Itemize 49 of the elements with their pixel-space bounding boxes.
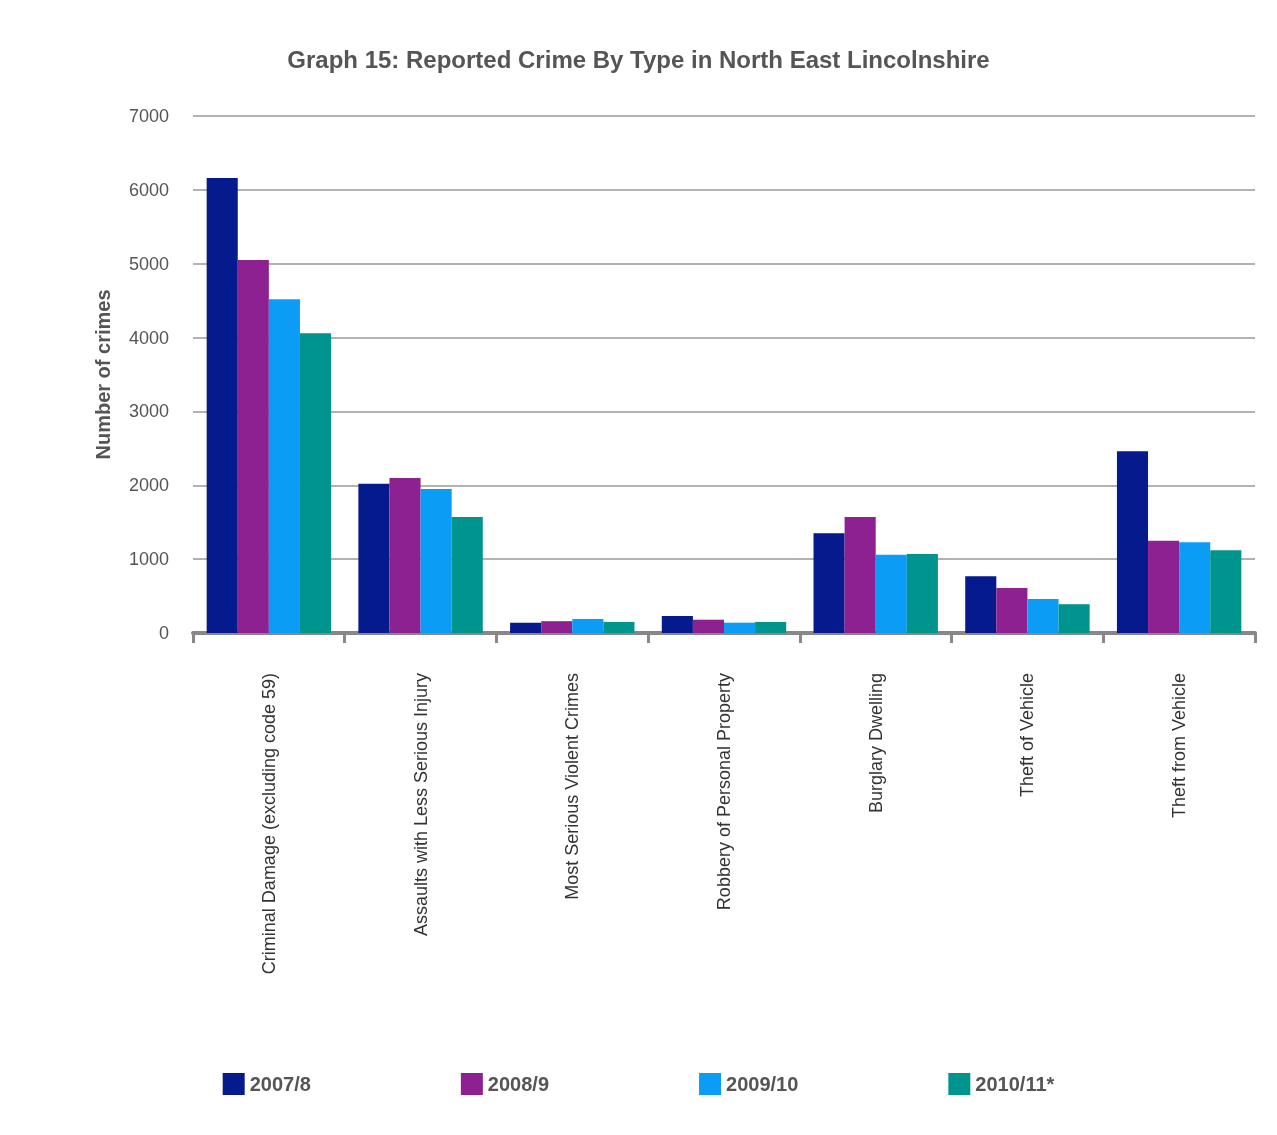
- bar: [844, 517, 876, 633]
- bar: [572, 618, 604, 633]
- bar: [541, 621, 573, 633]
- bar: [420, 488, 452, 633]
- bar: [1027, 599, 1059, 633]
- y-tick-label: 7000: [128, 106, 169, 126]
- bar: [451, 517, 483, 633]
- y-tick-label: 5000: [128, 253, 169, 274]
- y-tick-label: 3000: [128, 401, 169, 422]
- legend-label: 2007/8: [249, 1073, 311, 1095]
- bar: [692, 619, 724, 633]
- bar: [1058, 604, 1090, 633]
- bar: [206, 178, 238, 633]
- bar: [237, 260, 269, 633]
- y-axis-title: Number of crimes: [92, 289, 114, 460]
- bar: [1116, 451, 1149, 633]
- x-tick-label: Robbery of Personal Property: [714, 673, 734, 911]
- y-tick-label: 1000: [128, 549, 169, 570]
- bar: [965, 576, 997, 633]
- y-tick-label: 4000: [128, 327, 169, 348]
- bar: [661, 616, 693, 633]
- bar: [813, 533, 845, 633]
- legend-label: 2010/11*: [975, 1073, 1055, 1095]
- bar: [510, 622, 542, 633]
- bar: [755, 621, 787, 633]
- bar: [299, 333, 332, 633]
- bar: [1210, 550, 1242, 633]
- x-tick-label: Theft of Vehicle: [1017, 673, 1038, 798]
- bar: [1179, 542, 1211, 633]
- chart-title: Graph 15: Reported Crime By Type in North East Lincolnshire: [287, 45, 990, 73]
- x-tick-label: Burglary Dwelling: [865, 673, 886, 814]
- bar: [268, 299, 300, 633]
- bar: [603, 621, 635, 633]
- bar: [389, 477, 421, 633]
- bar: [906, 553, 938, 633]
- x-tick-label: Most Serious Violent Crimes: [562, 673, 583, 900]
- bar: [724, 622, 756, 633]
- legend-label: 2008/9: [487, 1073, 550, 1095]
- x-tick-label: Assaults with Less Serious Injury: [410, 673, 431, 937]
- y-tick-label: 6000: [128, 179, 169, 200]
- x-tick-label: Theft from Vehicle: [1169, 673, 1190, 819]
- legend-label: 2009/10: [726, 1073, 799, 1095]
- bar: [996, 587, 1028, 633]
- bar: [358, 483, 390, 633]
- y-tick-label: 2000: [128, 475, 169, 496]
- x-tick-label: Criminal Damage (excluding code 59): [258, 673, 279, 975]
- bar: [1148, 540, 1180, 633]
- bar: [875, 554, 907, 633]
- y-tick-label: 0: [158, 623, 169, 643]
